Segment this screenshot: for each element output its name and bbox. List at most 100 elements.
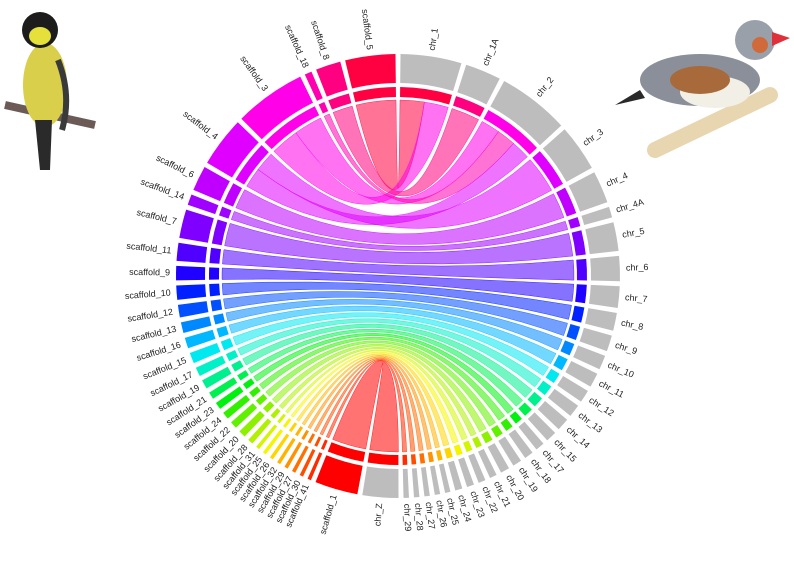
sector-inner-ring <box>242 378 255 390</box>
sector-inner-ring <box>318 101 329 114</box>
sector-inner-ring <box>419 453 426 464</box>
sector-inner-ring <box>211 219 228 246</box>
sector-label: chr_8 <box>620 318 644 332</box>
sector-inner-ring <box>264 106 320 150</box>
sector-label: chr_27 <box>424 501 438 530</box>
sector-label: chr_13 <box>576 410 604 435</box>
link-ribbon <box>319 358 416 452</box>
sector-inner-ring <box>518 402 532 416</box>
sector-label: chr_4 <box>605 170 630 188</box>
link-ribbon <box>221 267 575 302</box>
sector-inner-ring <box>210 299 223 312</box>
sector-inner-ring <box>237 370 249 381</box>
sector <box>241 76 314 140</box>
sector-label: chr_11 <box>597 378 625 399</box>
link-ribbon <box>223 291 568 336</box>
sector-label: scaffold_13 <box>130 324 177 344</box>
sector <box>498 436 522 466</box>
sector-inner-ring <box>566 324 581 340</box>
sector <box>490 81 562 146</box>
link-ribbon <box>278 347 477 437</box>
link-ribbon <box>237 318 542 388</box>
sector-label: chr_1A <box>480 37 500 67</box>
sector <box>565 361 598 387</box>
sector <box>207 122 259 178</box>
sector <box>215 386 244 409</box>
sector <box>411 468 420 498</box>
sector-label: scaffold_8 <box>309 19 331 61</box>
sector-inner-ring <box>231 360 244 372</box>
sector <box>248 418 272 444</box>
sector-inner-ring <box>560 340 575 356</box>
sector-inner-ring <box>435 449 443 461</box>
link-ribbon <box>247 328 523 407</box>
sector-inner-ring <box>453 444 463 456</box>
sector <box>180 316 212 334</box>
sector-inner-ring <box>575 284 587 304</box>
sector-inner-ring <box>249 386 261 398</box>
sector-label: chr_9 <box>614 340 638 356</box>
link-ribbon <box>230 211 569 251</box>
sector-inner-ring <box>571 305 585 323</box>
link-ribbon <box>295 117 499 205</box>
sector-label: scaffold_12 <box>127 307 174 324</box>
sector-label: scaffold_7 <box>136 207 178 226</box>
sector-label: chr_26 <box>434 499 449 528</box>
sector <box>402 468 409 498</box>
sector <box>362 466 399 498</box>
link-ribbon <box>332 360 399 453</box>
sector-inner-ring <box>288 422 298 433</box>
sector-inner-ring <box>262 401 275 413</box>
sector <box>420 467 430 497</box>
sector <box>478 448 497 479</box>
sector <box>547 388 579 416</box>
sector-inner-ring <box>270 408 281 419</box>
sector-label: chr_28 <box>413 503 425 531</box>
link-ribbon <box>325 359 407 453</box>
sector-label: chr_29 <box>402 504 413 532</box>
sector-inner-ring <box>483 110 537 155</box>
sector-label: scaffold_5 <box>360 9 375 51</box>
sector <box>557 375 588 402</box>
sector-inner-ring <box>314 436 322 447</box>
link-ribbon <box>257 153 553 229</box>
link-ribbon <box>271 343 487 433</box>
link-ribbon <box>242 323 533 398</box>
sector-inner-ring <box>255 393 268 406</box>
sector-inner-ring <box>352 87 396 103</box>
sector <box>579 327 612 352</box>
sector-inner-ring <box>532 151 564 189</box>
link-ribbon <box>222 249 575 281</box>
sector-label: scaffold_14 <box>139 177 186 202</box>
sector <box>307 452 323 481</box>
sector-inner-ring <box>301 429 309 440</box>
sector-label: scaffold_10 <box>124 288 170 301</box>
sector <box>195 355 226 376</box>
yellow-bird-illustration <box>4 12 96 170</box>
sector <box>262 429 284 455</box>
sector-inner-ring <box>213 313 226 325</box>
sector-label: scaffold_1 <box>318 493 339 535</box>
sector <box>457 64 500 105</box>
sector-inner-ring <box>295 426 303 437</box>
sector-inner-ring <box>209 283 221 297</box>
link-ribbon <box>253 333 514 414</box>
sector-label: chr_7 <box>625 292 648 304</box>
sector-inner-ring <box>327 442 366 462</box>
sector-inner-ring <box>328 93 352 110</box>
link-ribbon <box>224 223 574 265</box>
sector-inner-ring <box>216 325 229 338</box>
sector-label: scaffold_6 <box>155 153 196 180</box>
sector-inner-ring <box>209 247 222 264</box>
link-ribbon <box>332 105 479 197</box>
chord-layer: chr_1 chr_1A chr_2 chr_3 chr_4 chr_4A chr_5chr… <box>124 9 648 536</box>
link-ribbon <box>301 354 440 449</box>
sector-inner-ring <box>463 440 473 453</box>
sector <box>176 265 206 281</box>
sector-inner-ring <box>427 451 434 463</box>
sector-inner-ring <box>576 258 587 281</box>
sector-inner-ring <box>218 206 232 219</box>
link-ribbon <box>307 356 432 450</box>
sector <box>508 429 533 458</box>
link-ribbon <box>225 299 563 351</box>
